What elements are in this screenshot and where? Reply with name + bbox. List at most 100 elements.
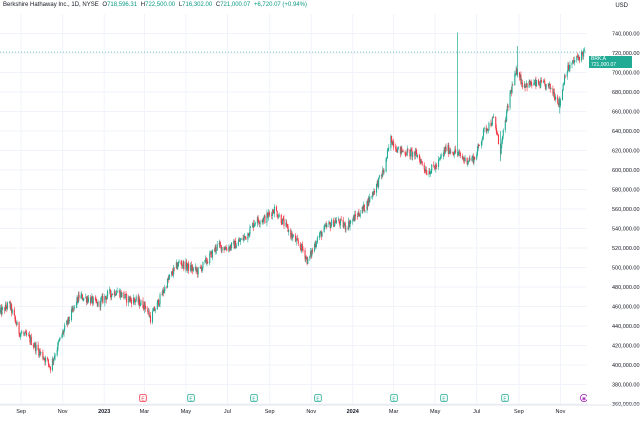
candle (159, 292, 161, 308)
candle-body (252, 223, 254, 228)
event-markers[interactable]: E E E E E E E ✱ (139, 393, 589, 403)
candle-body (353, 216, 355, 222)
earnings-marker[interactable]: E (501, 394, 509, 403)
candle (181, 260, 183, 269)
candle-body (553, 92, 555, 94)
candle-body (104, 296, 106, 303)
candle-body (324, 226, 326, 227)
candle-body (352, 216, 354, 220)
candle (520, 71, 522, 86)
candle (496, 132, 498, 136)
bar-countdown: 00:38:10 (591, 68, 611, 74)
candle (111, 290, 113, 300)
candle-body (339, 222, 341, 226)
candle-body (5, 304, 7, 308)
candle (435, 162, 438, 170)
candle-body (363, 204, 365, 212)
candle (376, 180, 378, 187)
candle (482, 136, 484, 140)
candle-body (388, 147, 390, 149)
candle-body (235, 241, 237, 249)
candle-body (91, 296, 93, 298)
candle-body (90, 297, 92, 304)
candle (156, 299, 158, 310)
candle (304, 247, 306, 262)
candle (347, 226, 349, 231)
candle (461, 153, 463, 160)
candle-body (109, 289, 111, 295)
candle (311, 248, 313, 258)
x-tick-label: May (181, 409, 192, 415)
earnings-marker[interactable]: E (139, 394, 147, 403)
candle (1, 304, 3, 316)
candle (397, 146, 399, 153)
candle-body (447, 145, 449, 152)
y-tick-label: 700,000.00 (612, 71, 640, 77)
candle (111, 293, 113, 296)
earnings-marker[interactable]: E (440, 394, 448, 403)
candle (154, 307, 156, 314)
candle (345, 225, 347, 233)
candle (166, 277, 169, 289)
candle-body (381, 174, 383, 177)
candle (85, 296, 88, 306)
candle-body (524, 84, 526, 88)
candle (485, 124, 487, 134)
currency-label[interactable]: USD (615, 3, 628, 9)
candle-body (156, 301, 158, 310)
candle (420, 158, 423, 164)
candle-body (400, 147, 402, 154)
candle (252, 222, 254, 229)
candle (263, 214, 265, 219)
candle-body (40, 352, 42, 353)
candle (147, 307, 150, 315)
upcoming-event-marker[interactable]: ✱ (580, 393, 589, 402)
candle (128, 295, 130, 307)
candle-body (129, 298, 131, 302)
candle (192, 264, 194, 275)
candle (19, 332, 21, 340)
candle (521, 78, 523, 87)
earnings-marker[interactable]: E (314, 394, 322, 403)
candle-body (467, 161, 469, 165)
candle (23, 330, 25, 337)
candle (33, 342, 35, 348)
candle (142, 297, 144, 309)
earnings-marker[interactable]: E (250, 394, 258, 403)
candle-body (371, 192, 374, 197)
candle (85, 293, 87, 299)
candle (463, 156, 465, 164)
candle-body (87, 298, 89, 302)
candle (400, 145, 402, 156)
candle (444, 145, 446, 154)
candle-body (219, 242, 221, 245)
candle (474, 156, 476, 161)
candle-body (209, 253, 211, 254)
candle (8, 301, 11, 304)
candle-body (504, 120, 506, 131)
candle (557, 102, 559, 107)
candle-body (397, 148, 399, 153)
candle (14, 314, 16, 323)
candle-body (439, 158, 441, 159)
candle-body (139, 304, 141, 307)
candle (357, 211, 359, 217)
candle (52, 357, 54, 366)
candle (230, 244, 232, 251)
candle-body (228, 247, 231, 250)
candle (180, 259, 182, 266)
candle-body (172, 273, 174, 275)
candle (363, 204, 365, 212)
candle (506, 109, 508, 123)
candle (240, 237, 242, 241)
price-axis[interactable]: 360,000.00380,000.00400,000.00420,000.00… (587, 0, 640, 417)
candle (397, 146, 399, 150)
earnings-marker[interactable]: E (187, 394, 195, 403)
time-axis[interactable]: Sep Nov 2023 Mar May Jul Sep Nov 2024 Mar May Jul Se… (0, 404, 640, 415)
earnings-marker[interactable]: E (390, 394, 398, 403)
candle (502, 128, 504, 140)
candle (18, 321, 20, 337)
candle-body (6, 307, 8, 309)
